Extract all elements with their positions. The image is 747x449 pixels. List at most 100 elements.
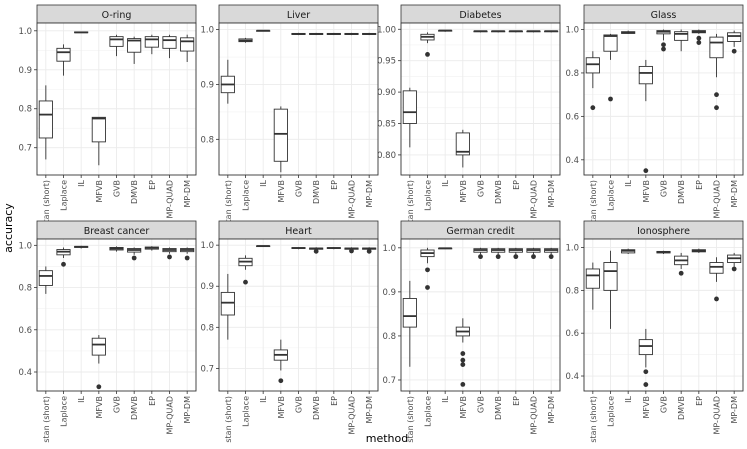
x-tick-label: IL xyxy=(259,179,268,186)
outlier-point xyxy=(590,105,596,111)
y-tick-label: 0.9 xyxy=(382,288,396,298)
panel-ionosphere: Ionosphere 0.4 0.6 0.8 1.0 stan (short) Laplac… xyxy=(565,220,744,443)
box-ep xyxy=(144,246,159,251)
x-tick-label: GVB xyxy=(660,396,669,413)
panel-liver: Liver 0.8 0.9 1.0 stan (short) Laplace IL MFVB G… xyxy=(200,4,379,227)
box-gvb xyxy=(109,34,124,57)
x-tick-label: GVB xyxy=(477,180,486,197)
outlier-point xyxy=(460,351,466,356)
x-tick-label: IL xyxy=(77,179,86,186)
box-mp-quad xyxy=(709,33,724,111)
outlier-point xyxy=(714,296,719,302)
x-tick-label: MP-QUAD xyxy=(530,396,539,435)
box-stan-short xyxy=(220,59,235,104)
x-tick-label: GVB xyxy=(113,396,122,413)
y-tick-label: 0.8 xyxy=(200,323,214,333)
box-iqr xyxy=(455,132,470,156)
x-tick-label: DMVB xyxy=(312,180,321,204)
box-ep xyxy=(691,248,706,253)
box-laplace xyxy=(420,247,435,290)
box-dmvb xyxy=(309,32,324,36)
y-axis-title: accuracy xyxy=(2,203,15,253)
x-tick-label: MFVB xyxy=(95,396,104,418)
x-tick-label: MFVB xyxy=(95,180,104,202)
box-mp-dm xyxy=(727,252,742,272)
box-mp-quad xyxy=(162,247,177,260)
box-dmvb xyxy=(674,252,689,276)
y-tick-label: 1.0 xyxy=(200,241,214,251)
box-mfvb xyxy=(91,335,106,390)
x-tick-label: IL xyxy=(624,395,633,402)
outlier-point xyxy=(366,248,372,254)
box-iqr xyxy=(56,47,71,62)
box-mp-dm xyxy=(544,30,559,33)
box-iqr xyxy=(38,100,53,139)
x-tick-label: EP xyxy=(330,396,339,406)
x-tick-label: stan (short) xyxy=(224,396,233,443)
box-il xyxy=(74,31,89,34)
panel-title: O-ring xyxy=(102,10,132,21)
box-ep xyxy=(508,247,523,260)
x-tick-label: MFVB xyxy=(277,396,286,418)
x-tick-label: IL xyxy=(441,179,450,186)
outlier-point xyxy=(696,35,702,41)
box-gvb xyxy=(109,246,124,252)
box-dmvb xyxy=(127,36,142,64)
box-stan-short xyxy=(585,262,600,310)
x-tick-label: MFVB xyxy=(642,396,651,418)
box-ep xyxy=(326,247,341,250)
x-tick-label: EP xyxy=(148,180,157,190)
x-tick-label: DMVB xyxy=(677,396,686,420)
y-tick-label: 0.8 xyxy=(382,332,396,342)
box-iqr xyxy=(109,36,124,47)
x-tick-label: EP xyxy=(512,180,521,190)
panel-title: German credit xyxy=(446,226,514,237)
box-iqr xyxy=(638,339,653,356)
box-gvb xyxy=(656,29,671,52)
box-mfvb xyxy=(273,106,288,173)
box-dmvb xyxy=(491,247,506,260)
panel-diabetes: Diabetes 0.80 0.85 0.90 0.95 1.00 stan (short)… xyxy=(377,4,561,227)
box-dmvb xyxy=(674,29,689,52)
y-tick-label: 0.4 xyxy=(565,156,579,166)
outlier-point xyxy=(643,369,649,375)
x-tick-label: EP xyxy=(695,180,704,190)
outlier-point xyxy=(495,254,501,260)
panel-o-ring: O-ring 0.7 0.8 0.9 1.0 stan (short) Laplace IL M… xyxy=(18,4,197,227)
x-tick-label: IL xyxy=(624,179,633,186)
y-tick-label: 0.6 xyxy=(565,112,579,122)
outlier-point xyxy=(243,279,248,285)
x-tick-label: MP-QUAD xyxy=(348,396,357,435)
outlier-point xyxy=(661,46,666,52)
x-tick-label: MP-DM xyxy=(730,180,739,208)
box-iqr xyxy=(38,270,53,286)
x-tick-label: DMVB xyxy=(677,180,686,204)
box-iqr xyxy=(402,90,417,124)
x-tick-label: MP-QUAD xyxy=(348,180,357,219)
y-tick-label: 1.0 xyxy=(565,26,579,36)
x-tick-label: MP-DM xyxy=(183,396,192,424)
y-tick-label: 1.0 xyxy=(18,27,32,37)
x-tick-label: IL xyxy=(259,395,268,402)
x-tick-label: Laplace xyxy=(242,180,251,211)
outlier-point xyxy=(61,261,66,267)
x-tick-label: EP xyxy=(148,396,157,406)
y-tick-label: 0.8 xyxy=(18,284,32,294)
outlier-point xyxy=(167,254,172,260)
x-tick-label: IL xyxy=(441,395,450,402)
outlier-point xyxy=(460,362,466,367)
box-mp-dm xyxy=(544,247,559,260)
x-tick-label: EP xyxy=(695,396,704,406)
box-mfvb xyxy=(273,339,288,384)
panel-title: Diabetes xyxy=(459,10,501,21)
box-ep xyxy=(508,30,523,33)
box-mfvb xyxy=(638,59,653,174)
outlier-point xyxy=(349,248,354,254)
box-iqr xyxy=(603,34,618,52)
box-iqr xyxy=(727,32,742,42)
x-tick-label: MP-QUAD xyxy=(166,396,175,435)
x-tick-label: MFVB xyxy=(459,180,468,202)
y-tick-label: 1.0 xyxy=(565,244,579,254)
outlier-point xyxy=(96,384,102,390)
box-il xyxy=(256,245,271,248)
